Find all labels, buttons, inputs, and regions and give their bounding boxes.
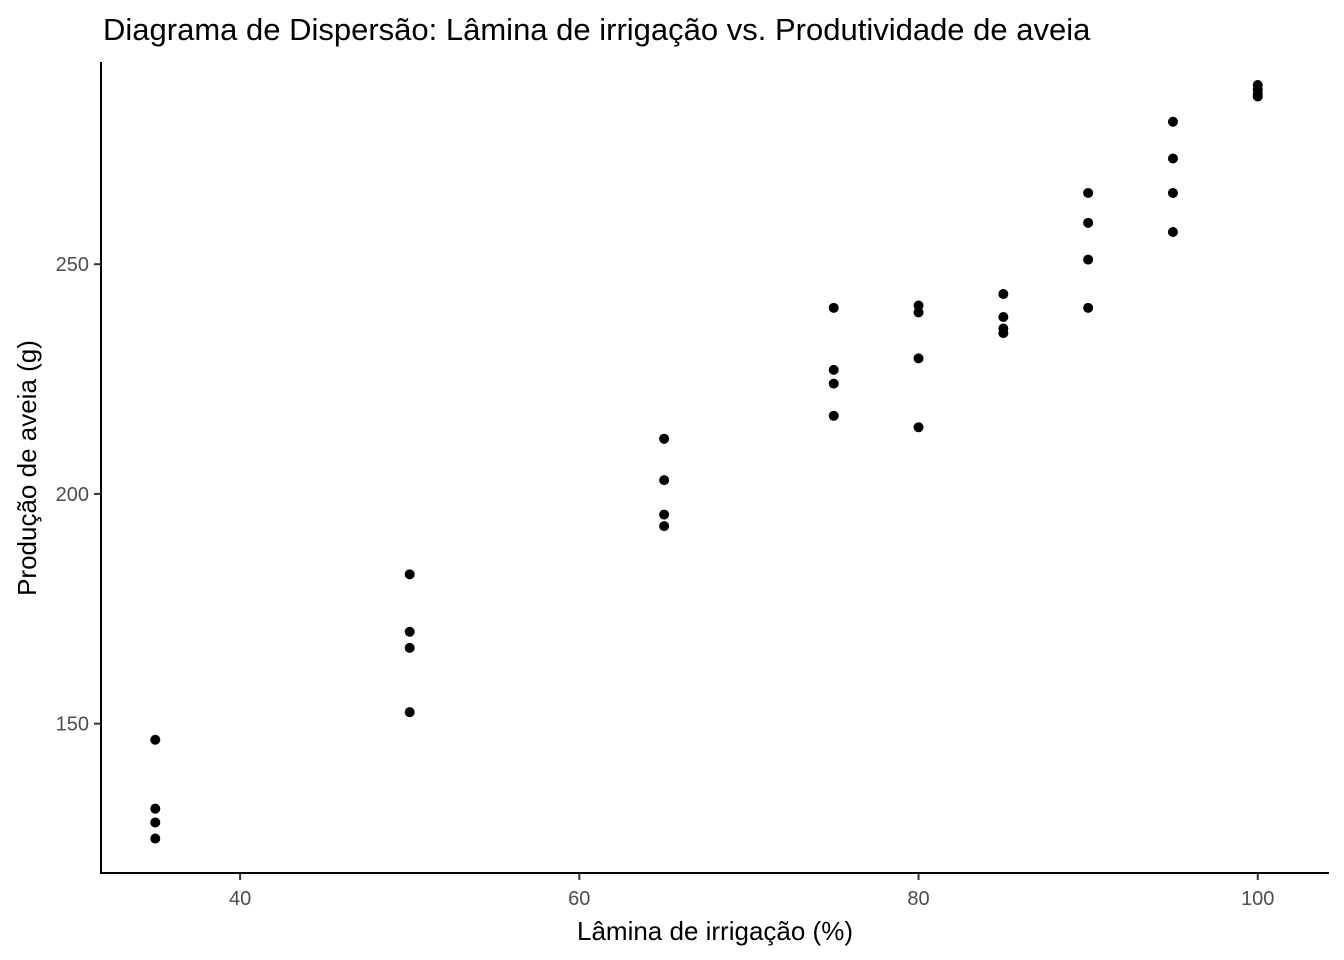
data-point (828, 410, 839, 421)
data-point (1083, 254, 1094, 265)
data-point (404, 626, 415, 637)
data-point (150, 833, 161, 844)
y-tick-label: 250 (56, 254, 89, 276)
data-point (1083, 217, 1094, 228)
data-point (998, 289, 1009, 300)
y-axis-ticks: 150 200 250 (56, 254, 101, 736)
data-point (998, 312, 1009, 323)
y-tick-label: 150 (56, 714, 89, 736)
data-point (150, 803, 161, 814)
data-point (150, 734, 161, 745)
data-point (404, 642, 415, 653)
data-point (1083, 187, 1094, 198)
data-point (1167, 227, 1178, 238)
data-point (828, 364, 839, 375)
data-point (1167, 153, 1178, 164)
data-point (913, 353, 924, 364)
data-point (404, 707, 415, 718)
data-point (659, 433, 670, 444)
data-point (828, 302, 839, 313)
x-axis-title: Lâmina de irrigação (%) (577, 916, 853, 946)
chart-title: Diagrama de Dispersão: Lâmina de irrigaç… (103, 12, 1091, 47)
data-point (404, 569, 415, 580)
data-point (828, 378, 839, 389)
data-point (1167, 116, 1178, 127)
data-point (998, 328, 1009, 339)
x-tick-label: 80 (907, 888, 929, 910)
plot-area: 40 60 80 100 150 200 250 (56, 62, 1329, 910)
data-point (659, 475, 670, 486)
data-points (150, 79, 1263, 844)
y-tick-label: 200 (56, 484, 89, 506)
data-point (913, 300, 924, 311)
data-point (913, 422, 924, 433)
x-tick-label: 100 (1241, 888, 1274, 910)
data-point (659, 509, 670, 520)
y-axis-title: Produção de aveia (g) (12, 340, 42, 596)
data-point (1083, 302, 1094, 313)
x-axis-ticks: 40 60 80 100 (229, 873, 1274, 910)
data-point (150, 817, 161, 828)
data-point (1167, 187, 1178, 198)
data-point (659, 521, 670, 532)
data-point (913, 307, 924, 318)
data-point (1252, 91, 1263, 102)
x-tick-label: 40 (229, 888, 251, 910)
x-tick-label: 60 (568, 888, 590, 910)
